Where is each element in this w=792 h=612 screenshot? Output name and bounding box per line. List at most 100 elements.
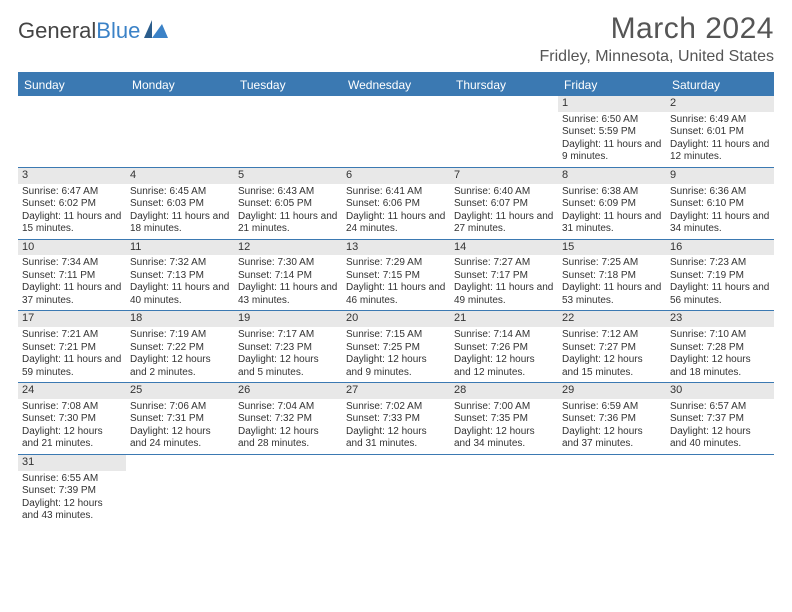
sunrise-line: Sunrise: 7:19 AM <box>130 329 230 342</box>
day-header: Friday <box>558 74 666 96</box>
calendar-cell: 11Sunrise: 7:32 AMSunset: 7:13 PMDayligh… <box>126 239 234 311</box>
sunset-line: Sunset: 7:15 PM <box>346 270 446 283</box>
sunset-line: Sunset: 7:11 PM <box>22 270 122 283</box>
calendar-cell <box>558 454 666 525</box>
day-number: 2 <box>666 96 774 112</box>
sunrise-line: Sunrise: 7:12 AM <box>562 329 662 342</box>
day-number: 9 <box>666 168 774 184</box>
daylight-line: Daylight: 12 hours and 31 minutes. <box>346 426 446 451</box>
calendar-cell: 8Sunrise: 6:38 AMSunset: 6:09 PMDaylight… <box>558 167 666 239</box>
daylight-line: Daylight: 11 hours and 46 minutes. <box>346 282 446 307</box>
daylight-line: Daylight: 12 hours and 43 minutes. <box>22 498 122 523</box>
day-number: 5 <box>234 168 342 184</box>
day-number: 15 <box>558 240 666 256</box>
day-number: 30 <box>666 383 774 399</box>
daylight-line: Daylight: 12 hours and 24 minutes. <box>130 426 230 451</box>
calendar-body: 1Sunrise: 6:50 AMSunset: 5:59 PMDaylight… <box>18 96 774 526</box>
sunrise-line: Sunrise: 7:10 AM <box>670 329 770 342</box>
sunset-line: Sunset: 7:17 PM <box>454 270 554 283</box>
sunset-line: Sunset: 6:02 PM <box>22 198 122 211</box>
calendar-cell <box>234 96 342 167</box>
sunrise-line: Sunrise: 7:27 AM <box>454 257 554 270</box>
calendar-cell: 10Sunrise: 7:34 AMSunset: 7:11 PMDayligh… <box>18 239 126 311</box>
sunrise-line: Sunrise: 7:02 AM <box>346 401 446 414</box>
logo-text-2: Blue <box>96 18 140 44</box>
day-header: Wednesday <box>342 74 450 96</box>
sunrise-line: Sunrise: 6:59 AM <box>562 401 662 414</box>
calendar-cell: 13Sunrise: 7:29 AMSunset: 7:15 PMDayligh… <box>342 239 450 311</box>
daylight-line: Daylight: 11 hours and 56 minutes. <box>670 282 770 307</box>
daylight-line: Daylight: 12 hours and 12 minutes. <box>454 354 554 379</box>
calendar-cell <box>342 96 450 167</box>
sunrise-line: Sunrise: 7:23 AM <box>670 257 770 270</box>
calendar-cell: 3Sunrise: 6:47 AMSunset: 6:02 PMDaylight… <box>18 167 126 239</box>
calendar-cell: 20Sunrise: 7:15 AMSunset: 7:25 PMDayligh… <box>342 311 450 383</box>
location: Fridley, Minnesota, United States <box>540 48 774 66</box>
calendar-cell: 9Sunrise: 6:36 AMSunset: 6:10 PMDaylight… <box>666 167 774 239</box>
daylight-line: Daylight: 11 hours and 37 minutes. <box>22 282 122 307</box>
sunrise-line: Sunrise: 6:45 AM <box>130 186 230 199</box>
calendar-cell: 26Sunrise: 7:04 AMSunset: 7:32 PMDayligh… <box>234 383 342 455</box>
calendar-cell: 5Sunrise: 6:43 AMSunset: 6:05 PMDaylight… <box>234 167 342 239</box>
sunset-line: Sunset: 7:22 PM <box>130 342 230 355</box>
day-number: 16 <box>666 240 774 256</box>
calendar-cell: 30Sunrise: 6:57 AMSunset: 7:37 PMDayligh… <box>666 383 774 455</box>
calendar-cell: 16Sunrise: 7:23 AMSunset: 7:19 PMDayligh… <box>666 239 774 311</box>
calendar-cell: 22Sunrise: 7:12 AMSunset: 7:27 PMDayligh… <box>558 311 666 383</box>
sunrise-line: Sunrise: 6:40 AM <box>454 186 554 199</box>
calendar-cell <box>126 96 234 167</box>
calendar-row: 17Sunrise: 7:21 AMSunset: 7:21 PMDayligh… <box>18 311 774 383</box>
sunrise-line: Sunrise: 7:14 AM <box>454 329 554 342</box>
sunset-line: Sunset: 7:35 PM <box>454 413 554 426</box>
sunset-line: Sunset: 6:09 PM <box>562 198 662 211</box>
calendar-cell: 7Sunrise: 6:40 AMSunset: 6:07 PMDaylight… <box>450 167 558 239</box>
sunset-line: Sunset: 7:18 PM <box>562 270 662 283</box>
header: GeneralBlue March 2024 Fridley, Minnesot… <box>18 12 774 66</box>
daylight-line: Daylight: 12 hours and 9 minutes. <box>346 354 446 379</box>
calendar-cell: 4Sunrise: 6:45 AMSunset: 6:03 PMDaylight… <box>126 167 234 239</box>
sunrise-line: Sunrise: 6:50 AM <box>562 114 662 127</box>
calendar-cell: 25Sunrise: 7:06 AMSunset: 7:31 PMDayligh… <box>126 383 234 455</box>
sunset-line: Sunset: 6:05 PM <box>238 198 338 211</box>
day-header: Saturday <box>666 74 774 96</box>
sunrise-line: Sunrise: 7:15 AM <box>346 329 446 342</box>
calendar-cell: 18 Sunrise: 7:19 AMSunset: 7:22 PMDayligh… <box>126 311 234 383</box>
day-number: 6 <box>342 168 450 184</box>
daylight-line: Daylight: 12 hours and 34 minutes. <box>454 426 554 451</box>
daylight-line: Daylight: 12 hours and 2 minutes. <box>130 354 230 379</box>
sunset-line: Sunset: 7:23 PM <box>238 342 338 355</box>
calendar-cell <box>450 454 558 525</box>
sunrise-line: Sunrise: 6:38 AM <box>562 186 662 199</box>
day-number: 18 <box>126 311 234 327</box>
calendar-row: 31Sunrise: 6:55 AMSunset: 7:39 PMDayligh… <box>18 454 774 525</box>
calendar-cell: 27Sunrise: 7:02 AMSunset: 7:33 PMDayligh… <box>342 383 450 455</box>
daylight-line: Daylight: 12 hours and 5 minutes. <box>238 354 338 379</box>
calendar-row: 24Sunrise: 7:08 AMSunset: 7:30 PMDayligh… <box>18 383 774 455</box>
sunrise-line: Sunrise: 7:00 AM <box>454 401 554 414</box>
calendar-cell <box>342 454 450 525</box>
calendar-cell: 28 Sunrise: 7:00 AMSunset: 7:35 PMDayligh… <box>450 383 558 455</box>
day-number: 7 <box>450 168 558 184</box>
calendar-cell <box>450 96 558 167</box>
sunrise-line: Sunrise: 7:32 AM <box>130 257 230 270</box>
calendar-cell: 12Sunrise: 7:30 AMSunset: 7:14 PMDayligh… <box>234 239 342 311</box>
logo: GeneralBlue <box>18 18 170 44</box>
day-number: 4 <box>126 168 234 184</box>
sunrise-line: Sunrise: 6:47 AM <box>22 186 122 199</box>
daylight-line: Daylight: 11 hours and 9 minutes. <box>562 139 662 164</box>
day-number: 29 <box>558 383 666 399</box>
day-number: 20 <box>342 311 450 327</box>
day-number: 23 <box>666 311 774 327</box>
calendar-row: 10Sunrise: 7:34 AMSunset: 7:11 PMDayligh… <box>18 239 774 311</box>
day-number: 1 <box>558 96 666 112</box>
sunset-line: Sunset: 6:01 PM <box>670 126 770 139</box>
day-number: 28 <box>450 383 558 399</box>
day-header: Monday <box>126 74 234 96</box>
daylight-line: Daylight: 11 hours and 31 minutes. <box>562 211 662 236</box>
calendar-cell <box>126 454 234 525</box>
calendar-cell: 15Sunrise: 7:25 AMSunset: 7:18 PMDayligh… <box>558 239 666 311</box>
sunset-line: Sunset: 6:07 PM <box>454 198 554 211</box>
sunset-line: Sunset: 7:19 PM <box>670 270 770 283</box>
sunset-line: Sunset: 7:30 PM <box>22 413 122 426</box>
day-number: 3 <box>18 168 126 184</box>
